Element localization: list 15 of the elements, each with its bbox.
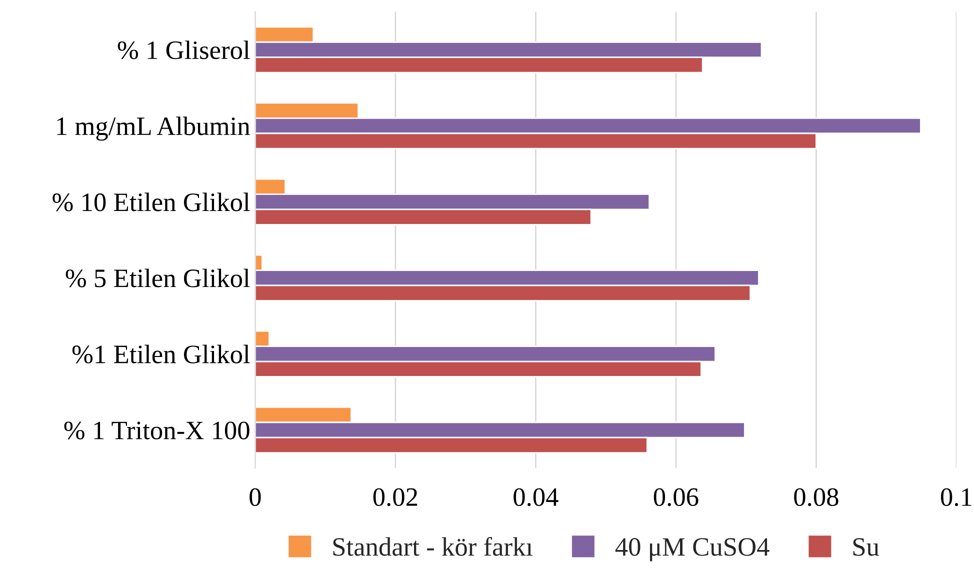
y-tick-label: % 5 Etilen Glikol xyxy=(66,268,250,288)
x-tick-label: 0.08 xyxy=(794,488,838,506)
y-tick-label: 1 mg/mL Albumin xyxy=(57,116,250,141)
legend-label: Standart - kör farkı xyxy=(333,537,533,556)
y-tick-label: % 10 Etilen Glikol xyxy=(52,192,250,212)
y-tick-label: %1 Etilen Glikol xyxy=(72,344,250,364)
legend-label: 40 μM CuSO4 xyxy=(615,538,770,562)
x-tick-label: 0 xyxy=(250,488,261,506)
x-tick-label: 0.04 xyxy=(514,488,558,506)
x-tick-label: 0.06 xyxy=(654,488,698,506)
x-tick-label: 0.02 xyxy=(373,488,418,506)
y-tick-label: % 1 Gliserol xyxy=(118,40,250,60)
x-tick-label: 0.1 xyxy=(940,488,972,506)
y-tick-label: % 1 Triton-X 100 xyxy=(64,422,250,440)
legend-label: Su xyxy=(853,538,880,556)
